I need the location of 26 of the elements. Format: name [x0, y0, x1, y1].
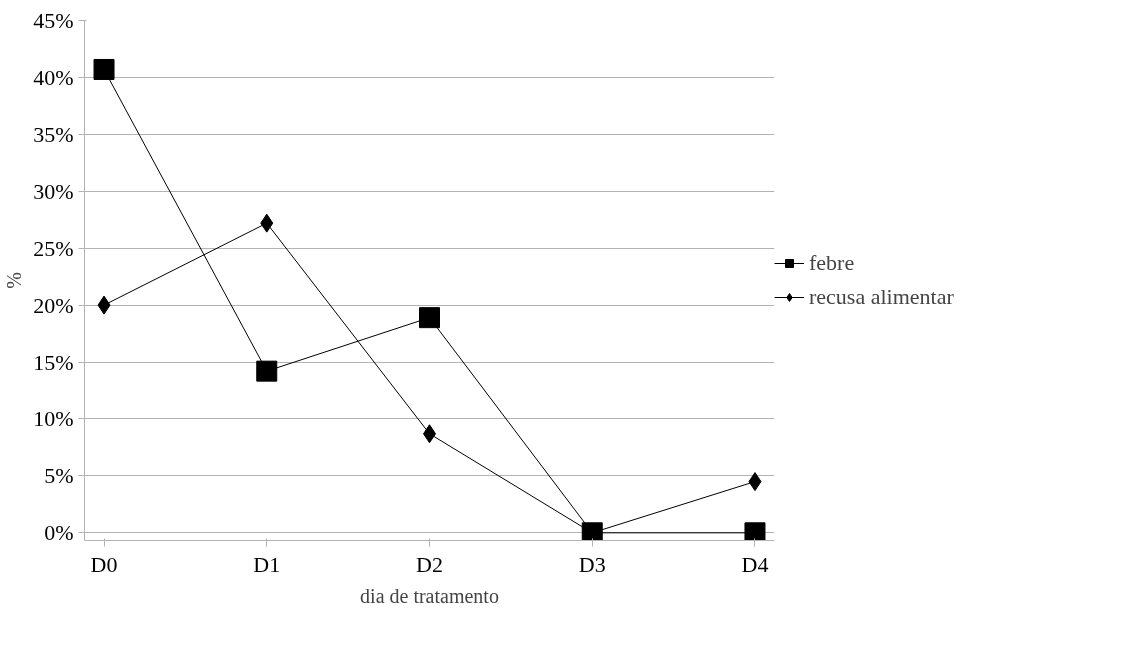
y-tick-label: 25%: [33, 235, 74, 261]
point: [93, 58, 115, 80]
y-tick-label: 30%: [33, 178, 74, 204]
y-tick-label: 10%: [33, 406, 74, 432]
y-tick-label: 15%: [33, 349, 74, 375]
y-tick-label: 5%: [44, 463, 74, 489]
point: [97, 295, 111, 315]
point: [744, 522, 766, 541]
point: [256, 360, 278, 382]
x-tick-label: D2: [416, 551, 443, 577]
x-tick-label: D4: [741, 551, 769, 577]
legend-label: recusa alimentar: [809, 284, 954, 310]
point: [748, 472, 762, 492]
x-tick-label: D3: [578, 551, 606, 577]
y-tick-label: 45%: [33, 8, 74, 33]
point: [260, 213, 274, 233]
y-tick-label: 20%: [33, 292, 74, 318]
x-tick-label: D0: [90, 551, 118, 577]
legend-label: febre: [809, 250, 855, 276]
x-tick-label: D1: [253, 551, 281, 577]
y-tick-label: 40%: [33, 64, 74, 90]
y-tick-label: 35%: [33, 121, 74, 147]
point: [419, 307, 440, 329]
y-axis-title: %: [3, 272, 26, 289]
x-axis-title: dia de tratamento: [360, 584, 499, 607]
y-tick-label: 0%: [44, 520, 74, 546]
